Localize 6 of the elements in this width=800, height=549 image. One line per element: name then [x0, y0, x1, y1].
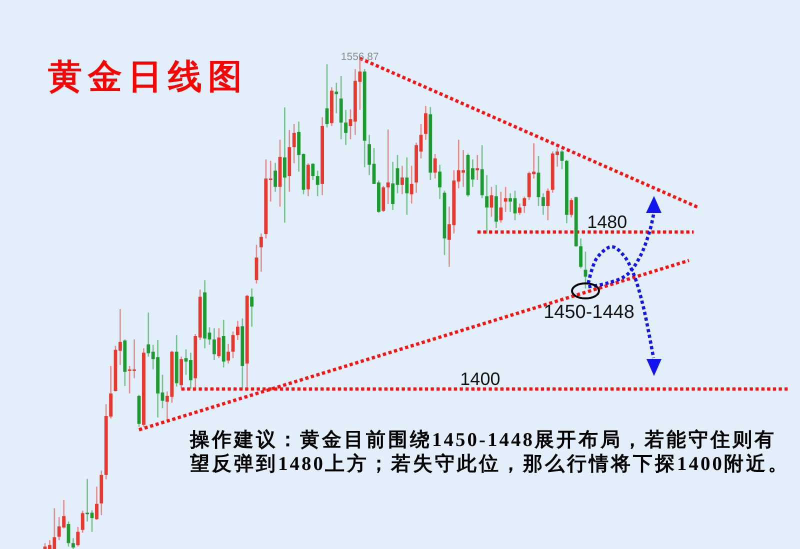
chart-title: 黄金日线图: [48, 58, 248, 96]
series-label: 1480: [587, 212, 628, 232]
series-label: 1400: [460, 369, 500, 390]
annotation: 操作建议：黄金目前围绕1450-1448展开布局，若能守住则有望反弹到1480上方；若失守此位，那么行情将下探1400附近。: [189, 428, 790, 475]
annotation: 1450-1448: [544, 302, 634, 323]
annotation: 1556.87: [340, 50, 380, 63]
